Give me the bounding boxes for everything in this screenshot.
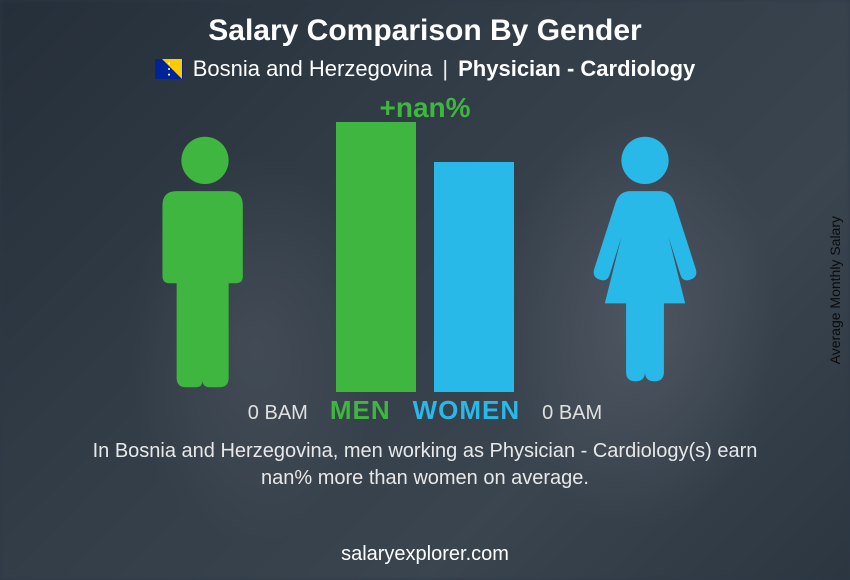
difference-label: +nan% <box>379 92 470 124</box>
male-figure-icon <box>145 132 265 392</box>
separator: | <box>442 56 448 82</box>
labels-row: 0 BAM MEN WOMEN 0 BAM <box>105 395 745 426</box>
subtitle-row: Bosnia and Herzegovina | Physician - Car… <box>155 56 696 82</box>
female-figure-icon <box>585 132 705 392</box>
bars-group <box>336 122 514 392</box>
job-title: Physician - Cardiology <box>458 56 695 82</box>
women-value: 0 BAM <box>542 402 602 425</box>
country-label: Bosnia and Herzegovina <box>193 56 433 82</box>
men-category: MEN <box>330 395 391 426</box>
men-bar <box>336 122 416 392</box>
female-svg <box>585 132 705 392</box>
women-category: WOMEN <box>413 395 521 426</box>
side-label-wrap: Average Monthly Salary <box>820 0 850 580</box>
content-wrapper: Salary Comparison By Gender Bosnia and H… <box>0 0 850 580</box>
footer-source: salaryexplorer.com <box>341 543 509 566</box>
women-bar <box>434 162 514 392</box>
men-value: 0 BAM <box>248 402 308 425</box>
male-svg <box>145 132 265 392</box>
y-axis-label: Average Monthly Salary <box>827 216 843 364</box>
bosnia-flag-icon <box>155 59 183 79</box>
caption-text: In Bosnia and Herzegovina, men working a… <box>75 438 775 492</box>
page-title: Salary Comparison By Gender <box>208 14 641 48</box>
chart-area: +nan% 0 BAM MEN WOMEN 0 BAM <box>105 92 745 432</box>
